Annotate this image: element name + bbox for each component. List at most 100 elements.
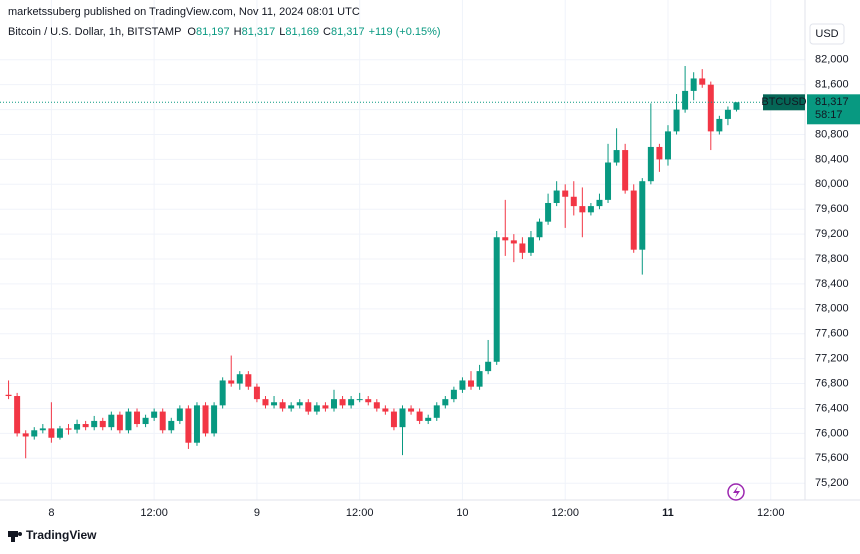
x-tick-label: 11 xyxy=(662,507,674,519)
last-price-box xyxy=(807,94,860,125)
x-tick-label: 12:00 xyxy=(757,507,785,519)
candle-body xyxy=(99,420,106,428)
candle-body xyxy=(330,399,337,409)
change: +119 (+0.15%) xyxy=(369,26,441,38)
candle-body xyxy=(108,414,115,428)
candle-body xyxy=(168,420,175,431)
candle-body xyxy=(322,405,329,409)
candle-body xyxy=(716,118,723,132)
x-tick-label: 12:00 xyxy=(346,507,374,519)
candle-body xyxy=(510,240,517,244)
candle-body xyxy=(485,361,492,372)
ohlc-value: 81,169 xyxy=(285,26,319,38)
candle-body xyxy=(468,380,475,387)
candle-body xyxy=(493,237,500,362)
candle-body xyxy=(82,424,89,428)
candle-body xyxy=(48,428,55,438)
candle-body xyxy=(65,428,72,430)
candle-body xyxy=(682,90,689,110)
legend-line: Bitcoin / U.S. Dollar, 1h, BITSTAMP O81,1… xyxy=(8,26,441,38)
candle-body xyxy=(193,405,200,443)
brand-name: TradingView xyxy=(26,528,97,542)
y-tick-label: 80,800 xyxy=(815,128,849,140)
candle-body xyxy=(305,402,312,412)
x-tick-label: 12:00 xyxy=(551,507,579,519)
candle-body xyxy=(74,424,81,430)
candle-body xyxy=(570,196,577,207)
y-tick-label: 76,000 xyxy=(815,427,849,439)
candle-body xyxy=(219,380,226,406)
candle-body xyxy=(656,146,663,160)
ohlc-key: C xyxy=(323,26,331,38)
candle-body xyxy=(14,396,21,434)
candle-body xyxy=(442,399,449,406)
candle-body xyxy=(116,414,123,431)
candle-body xyxy=(699,78,706,85)
candle-body xyxy=(613,150,620,163)
candle-body xyxy=(724,109,731,119)
candle-body xyxy=(228,380,235,384)
candle-body xyxy=(22,433,29,437)
event-icon[interactable] xyxy=(727,483,745,501)
candle-body xyxy=(373,402,380,409)
candle-body xyxy=(176,408,183,421)
candle-body xyxy=(356,399,363,401)
y-tick-label: 81,600 xyxy=(815,79,849,91)
y-tick-label: 80,000 xyxy=(815,178,849,190)
ohlc-key: L xyxy=(279,26,285,38)
candle-body xyxy=(339,399,346,406)
y-tick-label: 80,400 xyxy=(815,153,849,165)
candle-body xyxy=(288,405,295,409)
candle-body xyxy=(707,84,714,132)
candle-body xyxy=(245,374,252,387)
candle-body xyxy=(56,428,63,438)
candle-body xyxy=(690,78,697,91)
brand-logo xyxy=(8,531,22,542)
candle-body xyxy=(596,199,603,207)
candle-body xyxy=(605,162,612,200)
candle-body xyxy=(416,411,423,421)
countdown: 58:17 xyxy=(815,109,843,121)
symbol-title: Bitcoin / U.S. Dollar, 1h, BITSTAMP xyxy=(8,26,181,38)
candle-body xyxy=(271,402,278,406)
last-price-label: 81,317 xyxy=(815,96,849,108)
candle-body xyxy=(253,386,260,400)
ohlc-value: 81,317 xyxy=(331,26,365,38)
candle-body xyxy=(587,206,594,213)
candle-body xyxy=(151,411,158,418)
y-tick-label: 82,000 xyxy=(815,54,849,66)
x-tick-label: 8 xyxy=(48,507,54,519)
candle-body xyxy=(382,408,389,412)
candle-body xyxy=(348,399,355,406)
publisher-line: marketssuberg published on TradingView.c… xyxy=(8,6,360,18)
candle-body xyxy=(313,405,320,412)
candle-body xyxy=(536,221,543,238)
candle-body xyxy=(262,399,269,406)
candle-body xyxy=(647,146,654,182)
candle-body xyxy=(579,206,586,213)
y-tick-label: 75,600 xyxy=(815,452,849,464)
candle-body xyxy=(502,237,509,241)
currency-label[interactable]: USD xyxy=(815,28,838,40)
candle-body xyxy=(39,428,46,431)
candle-body xyxy=(236,374,243,384)
candle-body xyxy=(296,402,303,406)
candle-body xyxy=(476,371,483,387)
candle-body xyxy=(365,399,372,403)
candle-body xyxy=(553,190,560,203)
candle-body xyxy=(639,181,646,250)
candle-body xyxy=(31,430,38,437)
candle-body xyxy=(545,202,552,222)
currency-button[interactable] xyxy=(809,23,845,45)
candle-body xyxy=(399,408,406,428)
symbol-tag-box xyxy=(763,94,805,111)
candle-body xyxy=(185,408,192,443)
candle-body xyxy=(390,411,397,428)
candle-body xyxy=(91,420,98,428)
candle-body xyxy=(5,394,12,397)
candle-body xyxy=(527,237,534,253)
event-icon-bolt[interactable] xyxy=(733,486,740,498)
candle-body xyxy=(459,380,466,390)
candle-body xyxy=(433,405,440,418)
ohlc-value: 81,317 xyxy=(242,26,276,38)
